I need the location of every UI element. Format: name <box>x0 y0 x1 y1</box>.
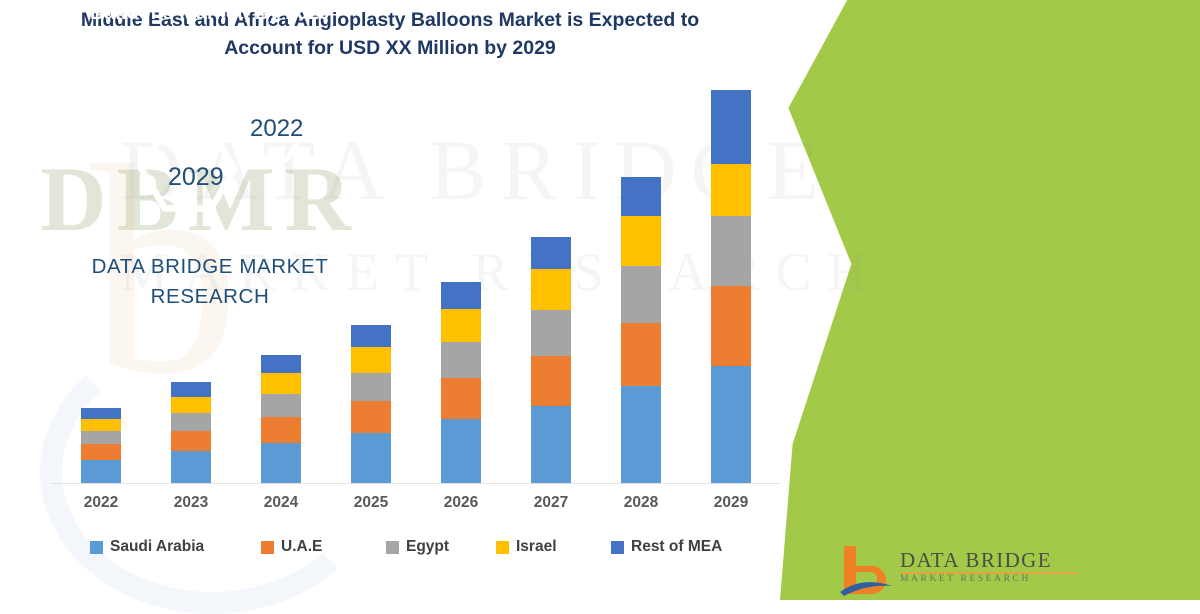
legend-item[interactable]: Saudi Arabia <box>90 538 204 556</box>
bar-segment[interactable] <box>531 309 571 356</box>
bar-segment[interactable] <box>531 269 571 310</box>
bar-segment[interactable] <box>351 325 391 348</box>
bar-segment[interactable] <box>621 215 661 267</box>
plot-area <box>56 90 776 484</box>
x-axis-tick-label: 2026 <box>443 494 479 511</box>
legend-label: Saudi Arabia <box>110 538 205 555</box>
hexagon-left-label: 2029 <box>168 163 224 191</box>
legend-swatch <box>496 540 509 554</box>
x-axis-labels: 2022 2023 2024 2025 2026 2027 2028 2029 <box>56 494 776 520</box>
legend-swatch <box>90 540 103 554</box>
bar-segment[interactable] <box>171 451 211 484</box>
hexagon-svg: 2029 2022 <box>138 97 308 212</box>
x-axis-tick-label: 2022 <box>83 494 119 511</box>
bar-stack[interactable] <box>441 282 481 484</box>
hexagon-right-shape <box>232 97 308 163</box>
legend-label: Rest of MEA <box>631 538 723 555</box>
bar-segment[interactable] <box>351 347 391 374</box>
chart-title: Middle East and Africa Angioplasty Ballo… <box>80 9 700 60</box>
legend-item[interactable]: Israel <box>496 538 557 556</box>
bar-segment[interactable] <box>261 355 301 374</box>
logo-divider <box>900 572 1078 574</box>
bar-segment[interactable] <box>531 237 571 270</box>
bar-stack[interactable] <box>621 176 661 484</box>
bar-segment[interactable] <box>621 266 661 324</box>
hexagon-right-label: 2022 <box>250 115 303 142</box>
logo-tagline: MARKET RESEARCH <box>900 574 1031 584</box>
bar-segment[interactable] <box>441 282 481 310</box>
bar-segment[interactable] <box>261 394 301 417</box>
footer-logo: DATA BRIDGE MARKET RESEARCH <box>838 542 1178 598</box>
bar-segment[interactable] <box>351 400 391 434</box>
bar-stack[interactable] <box>261 355 301 484</box>
x-axis-tick-label: 2025 <box>353 494 389 511</box>
bar-stack[interactable] <box>711 90 751 484</box>
bar-segment[interactable] <box>81 408 121 419</box>
brand-name: DATA BRIDGE MARKET RESEARCH <box>0 252 420 311</box>
brand-line-2: RESEARCH <box>150 284 270 308</box>
x-axis-tick-label: 2029 <box>713 494 749 511</box>
bar-segment[interactable] <box>171 397 211 414</box>
bar-segment[interactable] <box>711 366 751 484</box>
bar-segment[interactable] <box>441 418 481 484</box>
bar-segment[interactable] <box>531 355 571 406</box>
bar-segment[interactable] <box>171 382 211 398</box>
hexagon-left-shape <box>138 126 238 212</box>
bar-segment[interactable] <box>171 430 211 452</box>
bar-segment[interactable] <box>621 176 661 216</box>
x-axis-tick-label: 2028 <box>623 494 659 511</box>
bar-segment[interactable] <box>711 286 751 367</box>
bar-segment[interactable] <box>621 385 661 484</box>
bar-stack[interactable] <box>81 408 121 484</box>
logo-name: DATA BRIDGE <box>900 548 1052 572</box>
x-axis-tick-label: 2023 <box>173 494 209 511</box>
bar-segment[interactable] <box>441 309 481 343</box>
bar-segment[interactable] <box>81 430 121 445</box>
legend-label: Egypt <box>406 538 450 555</box>
bar-stack[interactable] <box>171 382 211 484</box>
bar-segment[interactable] <box>261 416 301 443</box>
bar-segment[interactable] <box>711 164 751 217</box>
legend-item[interactable]: U.A.E <box>261 538 322 556</box>
legend-swatch <box>261 540 274 554</box>
brand-panel <box>780 0 1200 600</box>
legend-swatch <box>386 540 399 554</box>
bar-segment[interactable] <box>81 444 121 461</box>
bar-segment[interactable] <box>81 418 121 431</box>
legend-item[interactable]: Rest of MEA <box>611 538 722 556</box>
legend-label: U.A.E <box>281 538 323 555</box>
bar-stack[interactable] <box>351 325 391 484</box>
x-axis-line <box>50 483 780 484</box>
bar-segment[interactable] <box>171 413 211 431</box>
bar-segment[interactable] <box>621 323 661 386</box>
bar-segment[interactable] <box>441 342 481 379</box>
hexagon-group: 2029 2022 <box>0 88 420 228</box>
chart-legend: Saudi Arabia U.A.E Egypt Israel Rest of MEA <box>56 538 776 564</box>
bar-segment[interactable] <box>531 405 571 484</box>
legend-label: Israel <box>516 538 557 555</box>
bar-segment[interactable] <box>261 373 301 395</box>
legend-swatch <box>611 540 624 554</box>
bar-segment[interactable] <box>351 373 391 401</box>
bar-segment[interactable] <box>81 460 121 484</box>
bar-segment[interactable] <box>351 433 391 484</box>
bar-segment[interactable] <box>261 442 301 484</box>
brand-line-1: DATA BRIDGE MARKET <box>91 255 329 278</box>
bar-stack[interactable] <box>531 237 571 484</box>
bar-segment[interactable] <box>441 378 481 419</box>
panel-title: Balloons Market, By 2029 <box>90 2 330 24</box>
x-axis-tick-label: 2027 <box>533 494 569 511</box>
x-axis-tick-label: 2024 <box>263 494 299 511</box>
legend-item[interactable]: Egypt <box>386 538 449 556</box>
logo-mark-icon <box>840 546 892 596</box>
bar-segment[interactable] <box>711 90 751 165</box>
bar-segment[interactable] <box>711 216 751 287</box>
